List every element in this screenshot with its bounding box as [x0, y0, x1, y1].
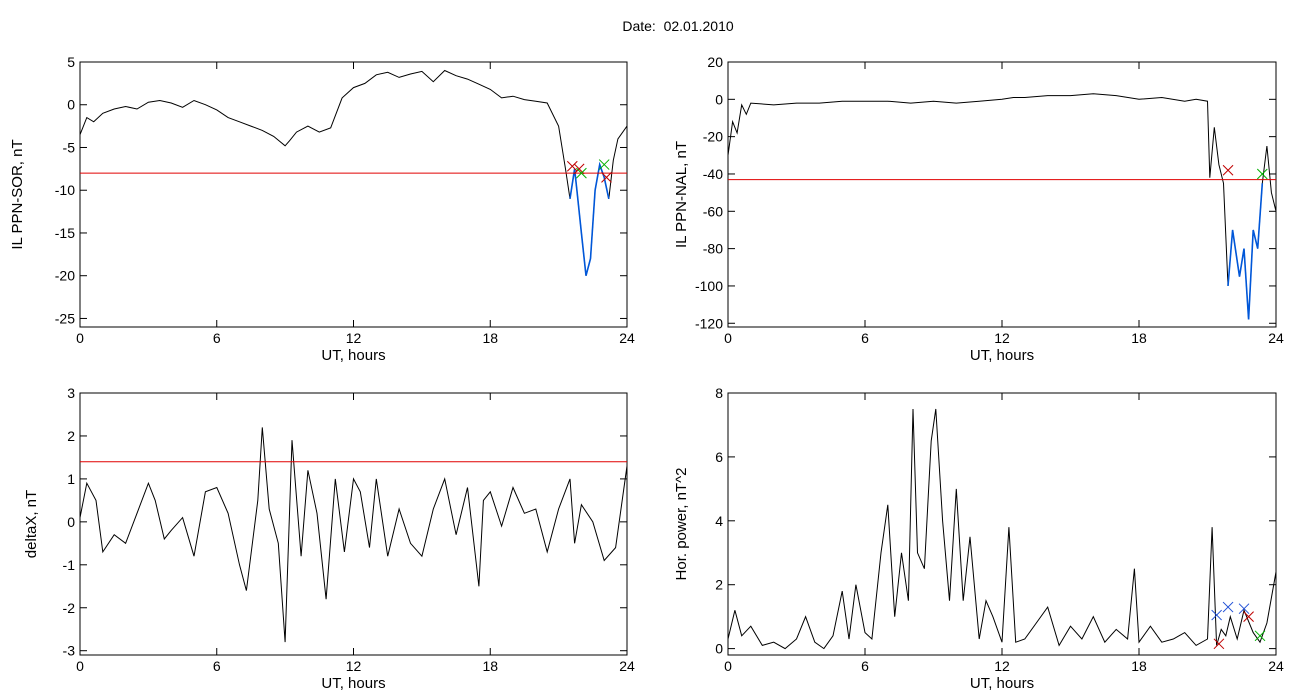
- marker-blue: [1222, 601, 1234, 613]
- x-tick-label: 6: [213, 330, 221, 346]
- x-tick-label: 6: [861, 330, 869, 346]
- y-tick-label: -60: [703, 203, 723, 219]
- marker-stroke: [1238, 603, 1250, 615]
- series-line: [727, 93, 1277, 320]
- marker-stroke: [576, 167, 587, 179]
- y-tick-label: -100: [695, 278, 723, 294]
- y-tick-label: 20: [707, 54, 723, 70]
- x-tick-label: 24: [619, 658, 635, 674]
- x-tick-label: 0: [724, 658, 732, 674]
- marker-stroke: [566, 160, 578, 172]
- series-line: [79, 427, 628, 643]
- marker-green: [1256, 168, 1268, 180]
- x-axis-label: UT, hours: [970, 347, 1034, 364]
- y-tick-label: -15: [55, 225, 75, 241]
- marker-stroke: [1243, 611, 1254, 623]
- x-axis-label: UT, hours: [321, 347, 385, 364]
- x-tick-label: 24: [619, 330, 635, 346]
- marker-stroke: [1211, 609, 1222, 621]
- marker-stroke: [1254, 630, 1266, 642]
- y-tick-label: -80: [703, 241, 723, 257]
- marker-green: [576, 167, 587, 179]
- marker-stroke: [1256, 168, 1268, 180]
- marker-stroke: [573, 163, 585, 175]
- marker-green: [598, 159, 610, 170]
- x-tick-label: 18: [482, 330, 498, 346]
- y-tick-label: 6: [715, 449, 723, 465]
- y-tick-label: 0: [715, 91, 723, 107]
- marker-stroke: [1222, 601, 1234, 613]
- y-tick-label: 2: [715, 577, 723, 593]
- x-tick-label: 12: [994, 658, 1010, 674]
- x-tick-label: 0: [76, 658, 84, 674]
- y-tick-label: 0: [67, 97, 75, 113]
- marker-red: [601, 172, 612, 183]
- x-tick-label: 18: [1131, 330, 1147, 346]
- y-tick-label: 5: [67, 54, 75, 70]
- x-tick-label: 12: [346, 658, 362, 674]
- y-tick-label: -5: [63, 139, 76, 155]
- marker-blue: [1238, 603, 1250, 615]
- y-axis-label: IL PPN-NAL, nT: [673, 141, 690, 248]
- axes-frame: [727, 61, 1277, 328]
- marker-stroke: [1222, 164, 1234, 176]
- y-tick-label: -25: [55, 310, 75, 326]
- axes-frame: [727, 392, 1277, 656]
- x-tick-label: 0: [76, 330, 84, 346]
- y-tick-label: -1: [63, 557, 76, 573]
- axes-frame: [79, 392, 628, 656]
- y-tick-label: -10: [55, 182, 75, 198]
- y-tick-label: -20: [55, 268, 75, 284]
- y-tick-label: -20: [703, 129, 723, 145]
- marker-red: [1213, 638, 1225, 650]
- y-tick-label: 0: [67, 514, 75, 530]
- x-tick-label: 0: [724, 330, 732, 346]
- x-tick-label: 18: [482, 658, 498, 674]
- y-tick-label: 4: [715, 513, 723, 529]
- x-axis-label: UT, hours: [321, 675, 385, 692]
- y-tick-label: 3: [67, 385, 75, 401]
- marker-green: [1254, 630, 1266, 642]
- chart-nal: 0 6 12 18 24 -120 -100 -80 -60 -40 -20 0 20 UT, hours…: [673, 54, 1284, 364]
- marker-red: [1222, 164, 1234, 176]
- x-tick-label: 18: [1131, 658, 1147, 674]
- y-tick-label: 2: [67, 428, 75, 444]
- x-axis-label: UT, hours: [970, 675, 1034, 692]
- x-tick-label: 6: [213, 658, 221, 674]
- marker-blue: [1211, 609, 1222, 621]
- y-tick-label: -3: [63, 643, 76, 659]
- marker-stroke: [1213, 638, 1225, 650]
- marker-red: [566, 160, 578, 172]
- marker-stroke: [601, 172, 612, 183]
- x-tick-label: 12: [994, 330, 1010, 346]
- marker-stroke: [598, 159, 610, 170]
- y-tick-label: -40: [703, 166, 723, 182]
- y-tick-label: -2: [63, 600, 76, 616]
- y-axis-label: deltaX, nT: [23, 490, 40, 558]
- chart-sor: 0 6 12 18 24 -25 -20 -15 -10 -5 0 5 UT, hours IL PPN-…: [9, 54, 635, 364]
- highlight-segment: [1227, 183, 1264, 320]
- y-tick-label: 1: [67, 471, 75, 487]
- y-tick-label: -120: [695, 315, 723, 331]
- x-tick-label: 12: [346, 330, 362, 346]
- marker-red: [1243, 611, 1254, 623]
- page-title: Date: 02.01.2010: [622, 18, 734, 34]
- axes-frame: [79, 61, 628, 328]
- x-tick-label: 24: [1268, 330, 1284, 346]
- y-tick-label: 0: [715, 641, 723, 657]
- x-tick-label: 24: [1268, 658, 1284, 674]
- y-axis-label: IL PPN-SOR, nT: [9, 139, 26, 249]
- highlight-segment: [569, 161, 610, 276]
- y-tick-label: 8: [715, 385, 723, 401]
- series-line: [727, 408, 1277, 650]
- x-tick-label: 6: [861, 658, 869, 674]
- y-axis-label: Hor. power, nT^2: [673, 468, 690, 581]
